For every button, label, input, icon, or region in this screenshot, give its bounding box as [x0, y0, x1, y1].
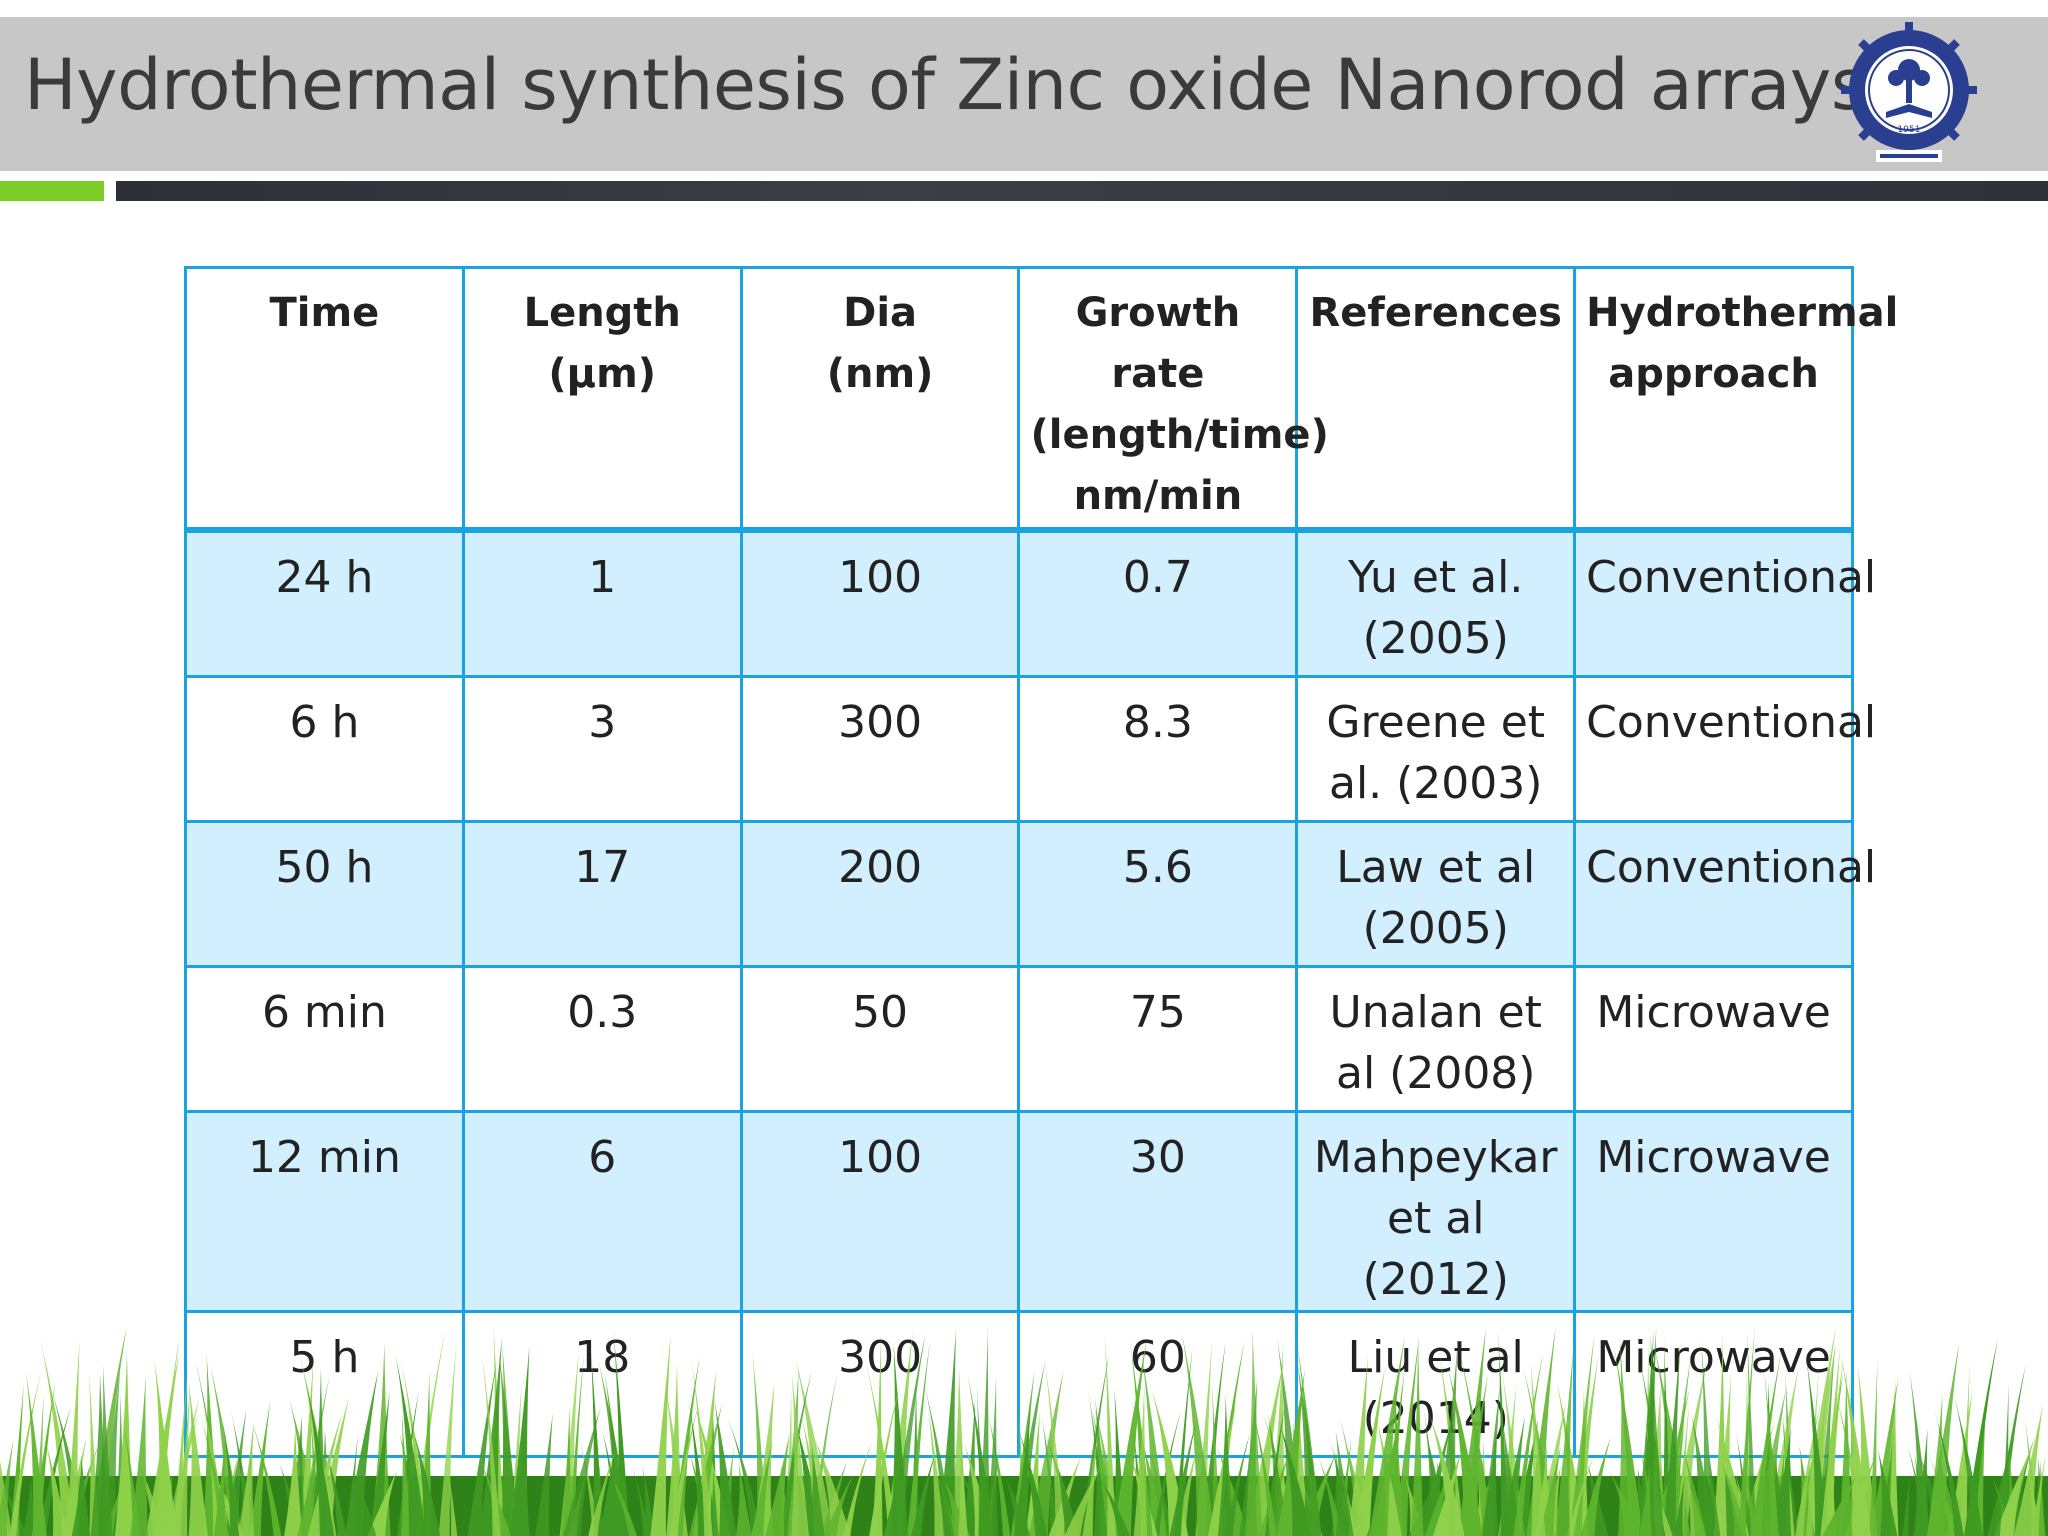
cell-length: 17 [461, 820, 743, 968]
cell-time: 6 min [184, 965, 465, 1113]
table-row: 12 min 6 100 30 Mahpeykar et al (2012) M… [184, 1110, 1854, 1313]
cell-reference: Mahpeykar et al (2012) [1295, 1110, 1577, 1313]
cell-dia: 100 [739, 528, 1021, 678]
cell-length: 6 [461, 1110, 743, 1313]
cell-time: 6 h [184, 675, 465, 823]
cell-approach: Conventional [1573, 820, 1876, 968]
cell-growth-rate: 75 [1017, 965, 1299, 1113]
cell-approach: Microwave [1573, 965, 1854, 1113]
cell-time: 24 h [184, 528, 465, 678]
header-dia: Dia (nm) [739, 266, 1021, 532]
cell-growth-rate: 0.7 [1017, 528, 1299, 678]
slide-title: Hydrothermal synthesis of Zinc oxide Nan… [24, 44, 1867, 126]
cell-time: 50 h [184, 820, 465, 968]
cell-growth-rate: 30 [1017, 1110, 1299, 1313]
accent-bar-dark [116, 181, 2048, 201]
cell-dia: 200 [739, 820, 1021, 968]
logo-year: 1951 [1898, 125, 1921, 135]
cell-time: 12 min [184, 1110, 465, 1313]
cell-time: 5 h [184, 1310, 465, 1458]
nanorod-synthesis-table: Time Length (µm) Dia (nm) Growth rate (leng… [184, 266, 1898, 1458]
accent-bar-green [0, 181, 104, 201]
cell-growth-rate: 8.3 [1017, 675, 1299, 823]
cell-dia: 100 [739, 1110, 1021, 1313]
cell-length: 0.3 [461, 965, 743, 1113]
header-approach: Hydrothermal approach [1573, 266, 1898, 532]
cell-approach: Microwave [1573, 1110, 1854, 1313]
title-band [0, 17, 2048, 171]
cell-length: 1 [461, 528, 743, 678]
grass-decoration [0, 1326, 2048, 1536]
cell-growth-rate: 5.6 [1017, 820, 1299, 968]
cell-approach: Conventional [1573, 675, 1876, 823]
header-references: References [1295, 266, 1577, 532]
cell-dia: 300 [739, 675, 1021, 823]
table-row: 50 h 17 200 5.6 Law et al (2005) Convent… [184, 820, 1876, 968]
cell-reference: Law et al (2005) [1295, 820, 1577, 968]
table-row: 24 h 1 100 0.7 Yu et al. (2005) Conventi… [184, 528, 1876, 678]
header-length: Length (µm) [461, 266, 743, 532]
cell-reference: Unalan et al (2008) [1295, 965, 1577, 1113]
cell-length: 3 [461, 675, 743, 823]
header-time: Time [184, 266, 465, 532]
cell-dia: 50 [739, 965, 1021, 1113]
table-header-row: Time Length (µm) Dia (nm) Growth rate (leng… [184, 266, 1898, 532]
institute-logo-icon: 1951 [1841, 22, 1977, 162]
cell-growth-rate: 60 [1017, 1310, 1299, 1458]
cell-approach: Conventional [1573, 528, 1876, 678]
table-row: 6 min 0.3 50 75 Unalan et al (2008) Micr… [184, 965, 1854, 1113]
table-row: 6 h 3 300 8.3 Greene et al. (2003) Conve… [184, 675, 1876, 823]
header-growth-rate: Growth rate (length/time) nm/min [1017, 266, 1329, 532]
cell-reference: Yu et al. (2005) [1295, 528, 1577, 678]
grass-blades [0, 1326, 2048, 1536]
cell-reference: Greene et al. (2003) [1295, 675, 1577, 823]
